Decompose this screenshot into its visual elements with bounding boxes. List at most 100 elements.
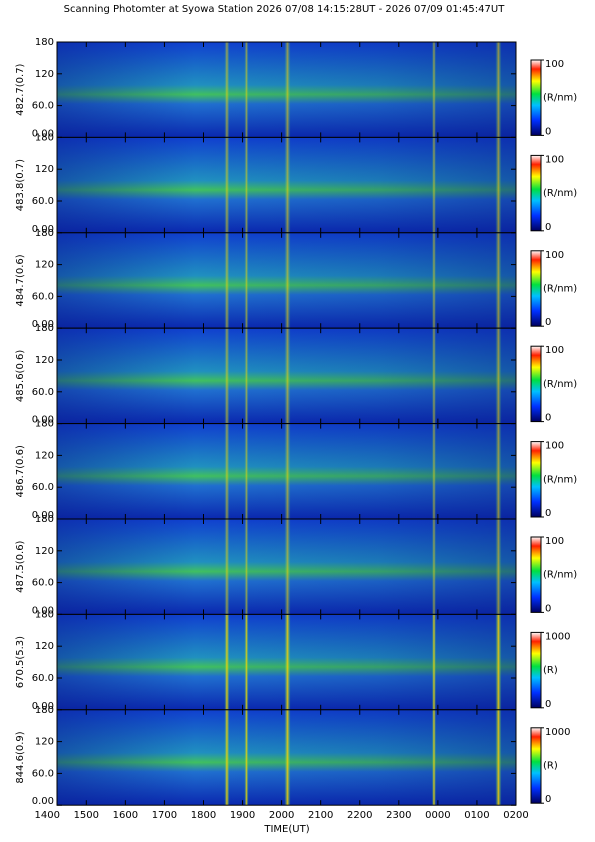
heatmap-texture	[224, 328, 230, 424]
heatmap-texture	[284, 614, 291, 710]
heatmap-texture	[431, 137, 436, 233]
colorbar	[530, 154, 542, 232]
heatmap-texture	[495, 614, 502, 710]
heatmap-texture	[431, 519, 436, 615]
y-axis-title: 483.8(0.7)	[15, 159, 26, 211]
y-tick-label: 120	[35, 355, 54, 366]
heatmap-texture	[284, 709, 291, 806]
colorbar-tick-label: 0	[545, 603, 551, 614]
colorbar-label: (R/nm)	[543, 93, 577, 104]
heatmap-texture	[495, 232, 502, 329]
heatmap-texture	[284, 232, 291, 329]
x-tick-label: 0000	[425, 810, 450, 821]
heatmap-texture	[431, 423, 436, 519]
y-tick-label: 120	[35, 164, 54, 175]
heatmap-texture	[495, 328, 502, 424]
x-tick-label: 0200	[503, 810, 528, 821]
colorbar-tick-label: 100	[545, 441, 564, 452]
colorbar-tick-label: 0	[545, 699, 551, 710]
heatmap-texture	[495, 519, 502, 615]
y-tick-label: 180	[35, 514, 54, 525]
heatmap-texture	[431, 328, 436, 424]
y-tick-label: 0.00	[32, 701, 54, 712]
colorbar	[530, 59, 542, 136]
colorbar-tick-label: 100	[545, 59, 564, 70]
colorbar-label: (R/nm)	[543, 379, 577, 390]
y-tick-label: 60.0	[32, 768, 54, 779]
heatmap-texture	[224, 232, 230, 329]
colorbar	[530, 345, 542, 423]
colorbar-tick-label: 0	[545, 317, 551, 328]
heatmap-texture	[244, 328, 249, 424]
x-tick-label: 1500	[74, 810, 99, 821]
heatmap-texture	[244, 42, 249, 138]
y-tick-label: 120	[35, 69, 54, 80]
colorbar-tick-label: 100	[545, 345, 564, 356]
y-tick-label: 60.0	[32, 196, 54, 207]
heatmap-texture	[224, 709, 230, 806]
heatmap-texture	[244, 709, 249, 806]
colorbar	[530, 250, 542, 327]
y-tick-label: 120	[35, 546, 54, 557]
colorbar-label: (R)	[543, 761, 558, 772]
colorbar-label: (R/nm)	[543, 570, 577, 581]
heatmap-texture	[284, 328, 291, 424]
y-tick-label: 0.00	[32, 510, 54, 521]
x-tick-label: 1900	[230, 810, 255, 821]
y-tick-label: 0.00	[32, 224, 54, 235]
colorbar-tick-label: 1000	[545, 631, 570, 642]
heatmap-texture	[431, 614, 436, 710]
heatmap-texture	[224, 423, 230, 519]
colorbar-tick-label: 0	[545, 508, 551, 519]
x-tick-label: 2300	[386, 810, 411, 821]
y-tick-label: 120	[35, 641, 54, 652]
y-tick-label: 60.0	[32, 387, 54, 398]
x-tick-label: 0100	[464, 810, 489, 821]
y-tick-label: 60.0	[32, 673, 54, 684]
y-tick-label: 180	[35, 705, 54, 716]
colorbar	[530, 441, 542, 518]
heatmap-texture	[244, 137, 249, 233]
colorbar-tick-label: 0	[545, 222, 551, 233]
colorbar-tick-label: 0	[545, 413, 551, 424]
heatmap-texture	[284, 519, 291, 615]
heatmap-texture	[431, 232, 436, 329]
heatmap-texture	[224, 137, 230, 233]
heatmap-texture	[244, 232, 249, 329]
y-tick-label: 180	[35, 609, 54, 620]
y-tick-label: 60.0	[32, 578, 54, 589]
colorbar	[530, 727, 542, 804]
x-tick-label: 2200	[347, 810, 372, 821]
heatmap-texture	[495, 137, 502, 233]
colorbar-label: (R)	[543, 665, 558, 676]
colorbar-label: (R/nm)	[543, 188, 577, 199]
y-tick-label: 60.0	[32, 291, 54, 302]
y-tick-label: 180	[35, 37, 54, 48]
heatmap-texture	[495, 709, 502, 806]
heatmap-texture	[284, 42, 291, 138]
y-tick-label: 0.00	[32, 796, 54, 807]
x-tick-label: 1800	[191, 810, 216, 821]
heatmap-texture	[431, 709, 436, 806]
y-axis-title: 484.7(0.6)	[15, 254, 26, 306]
colorbar-tick-label: 100	[545, 154, 564, 165]
colorbar-tick-label: 0	[545, 794, 551, 805]
heatmap-texture	[495, 42, 502, 138]
y-tick-label: 60.0	[32, 482, 54, 493]
y-tick-label: 0.00	[32, 128, 54, 139]
y-tick-label: 120	[35, 737, 54, 748]
y-tick-label: 180	[35, 323, 54, 334]
x-tick-label: 1700	[152, 810, 177, 821]
colorbar-label: (R/nm)	[543, 284, 577, 295]
colorbar	[530, 631, 542, 709]
y-axis-title: 482.7(0.7)	[15, 63, 26, 115]
y-tick-label: 180	[35, 228, 54, 239]
chart-title: Scanning Photomter at Syowa Station 2026…	[64, 4, 506, 15]
plot-frame	[56, 709, 517, 806]
y-tick-label: 120	[35, 450, 54, 461]
colorbar	[530, 536, 542, 613]
y-tick-label: 120	[35, 260, 54, 271]
heatmap-texture	[244, 519, 249, 615]
y-axis-title: 844.6(0.9)	[15, 731, 26, 783]
